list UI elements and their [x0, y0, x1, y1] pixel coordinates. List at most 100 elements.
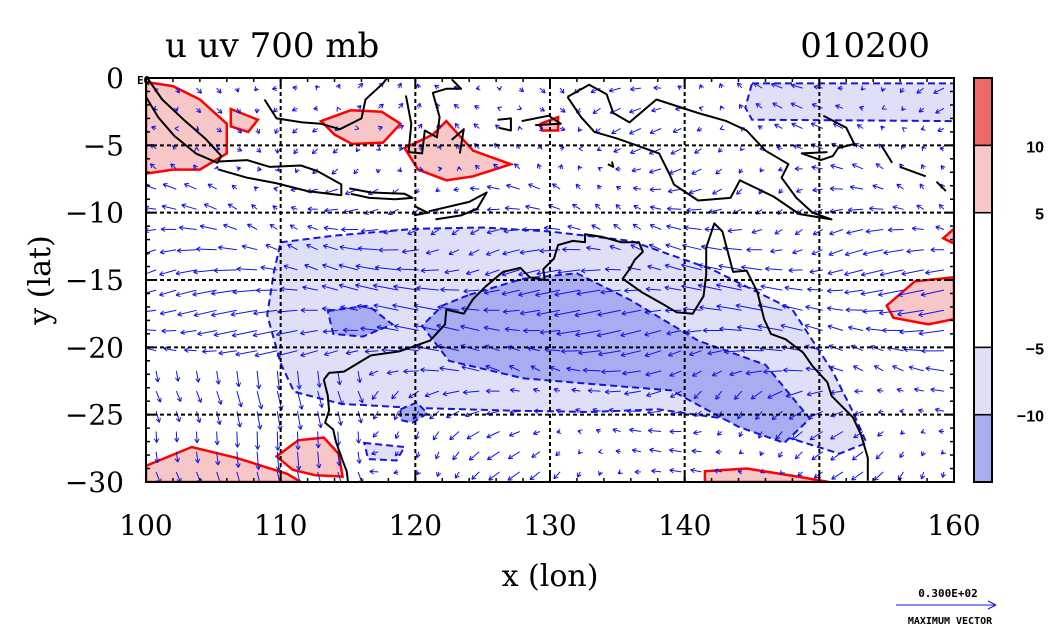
- wind-vector-485: [231, 330, 258, 338]
- wind-vector-714: [830, 431, 844, 440]
- wind-vector-659: [533, 408, 540, 414]
- wind-vector-775: [454, 471, 460, 479]
- wind-vector-87: [292, 128, 298, 134]
- positive-contour-region-9: [885, 276, 954, 326]
- coastline-3: [218, 159, 343, 197]
- wind-vector-628: [715, 390, 723, 400]
- wind-vector-367: [283, 264, 298, 271]
- wind-vector-24: [630, 86, 641, 92]
- wind-vector-179: [536, 163, 542, 170]
- colorbar-segment: [973, 144, 993, 214]
- wind-vector-412: [372, 283, 399, 291]
- wind-vector-362: [175, 269, 197, 276]
- wind-vector-573: [403, 368, 419, 374]
- wind-vector-72: [790, 102, 803, 109]
- wind-vector-229: [736, 188, 743, 195]
- wind-vector-35: [860, 85, 866, 91]
- wind-vector-772: [393, 469, 399, 475]
- wind-vector-226: [667, 188, 682, 194]
- wind-vector-366: [260, 265, 278, 271]
- wind-vector-8: [315, 85, 321, 91]
- wind-vector-545: [644, 350, 662, 358]
- wind-vector-501: [556, 330, 581, 337]
- wind-vector-346: [665, 243, 682, 251]
- wind-vector-406: [256, 287, 278, 294]
- wind-vector-76: [881, 104, 887, 110]
- wind-vector-703: [612, 427, 621, 433]
- wind-vector-783: [617, 469, 623, 475]
- wind-vector-296: [470, 229, 480, 235]
- wind-vector-332: [378, 247, 399, 253]
- wind-vector-564: [235, 370, 242, 388]
- wind-vector-416: [463, 288, 480, 294]
- wind-vector-460: [536, 309, 561, 317]
- wind-vector-782: [598, 470, 603, 476]
- wind-vector-747: [691, 448, 702, 454]
- wind-vector-88: [312, 127, 318, 133]
- wind-vector-565: [256, 370, 262, 390]
- wind-vector-396: [860, 269, 884, 277]
- wind-vector-784: [634, 469, 641, 475]
- wind-vector-344: [630, 244, 642, 251]
- wind-vector-295: [451, 229, 460, 236]
- wind-vector-171: [375, 168, 381, 174]
- wind-vector-596: [873, 365, 884, 372]
- wind-vector-141: [578, 146, 584, 152]
- wind-vector-624: [624, 390, 641, 396]
- wind-vector-440: [146, 309, 157, 313]
- wind-vector-192: [794, 166, 803, 172]
- coastline-1: [322, 379, 349, 482]
- wind-vector-707: [693, 429, 702, 436]
- wind-vector-242: [181, 203, 197, 210]
- wind-vector-127: [293, 148, 299, 155]
- wind-vector-289: [323, 225, 338, 231]
- wind-vector-172: [396, 167, 402, 173]
- wind-vector-794: [831, 471, 844, 480]
- wind-vector-758: [920, 451, 926, 457]
- wind-vector-582: [582, 367, 601, 373]
- wind-vector-638: [913, 387, 924, 393]
- wind-vector-336: [468, 249, 480, 256]
- wind-vector-147: [694, 148, 702, 154]
- wind-vector-233: [812, 187, 823, 193]
- wind-vector-75: [859, 105, 865, 111]
- wind-vector-614: [424, 390, 440, 398]
- wind-vector-478: [897, 309, 924, 317]
- wind-vector-788: [713, 468, 722, 474]
- wind-vector-446: [253, 309, 278, 316]
- wind-vector-322: [176, 247, 197, 254]
- wind-vector-426: [664, 285, 682, 291]
- wind-vector-444: [210, 309, 237, 318]
- wind-vector-477: [878, 309, 904, 316]
- wind-vector-612: [391, 390, 399, 400]
- wind-vector-374: [420, 267, 439, 274]
- wind-vector-345: [648, 243, 662, 251]
- wind-vector-743: [615, 448, 621, 455]
- negative-contour-region-11: [744, 82, 954, 123]
- wind-vector-516: [865, 326, 884, 332]
- wind-vector-342: [586, 245, 601, 251]
- wind-vector-403: [192, 289, 217, 297]
- wind-vector-629: [734, 390, 743, 400]
- wind-vector-80: [151, 125, 157, 131]
- wind-vector-755: [851, 451, 864, 461]
- wind-vector-343: [609, 244, 621, 251]
- wind-vector-316: [865, 228, 884, 234]
- wind-vector-263: [615, 204, 622, 210]
- wind-vector-595: [852, 365, 864, 372]
- wind-vector-773: [416, 470, 422, 476]
- wind-vector-91: [377, 125, 383, 131]
- wind-vector-622: [587, 388, 601, 394]
- wind-vector-428: [697, 283, 722, 291]
- wind-vector-262: [595, 203, 601, 210]
- x-tick-label: 160: [927, 509, 980, 542]
- grid-lines: [146, 78, 954, 482]
- wind-vector-527: [276, 350, 298, 358]
- wind-vector-774: [436, 471, 442, 477]
- wind-vector-17: [496, 85, 502, 91]
- wind-vector-181: [577, 165, 583, 171]
- wind-vector-292: [383, 229, 399, 235]
- wind-vector-217: [486, 184, 500, 190]
- wind-vector-591: [763, 369, 783, 375]
- wind-vector-129: [332, 148, 339, 154]
